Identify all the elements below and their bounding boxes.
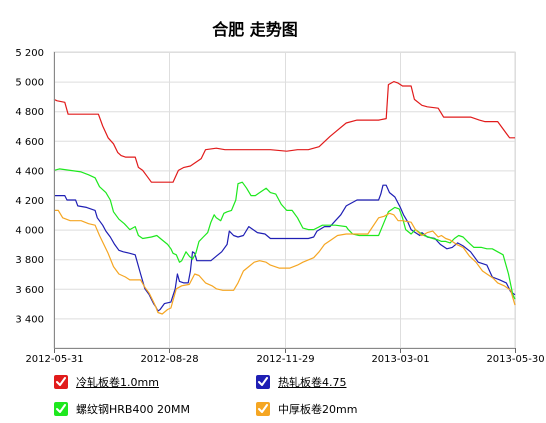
series-line-2	[53, 168, 516, 300]
y-tick-label: 4 600	[15, 137, 44, 148]
y-tick-label: 4 400	[15, 166, 44, 177]
series-lines	[53, 80, 516, 315]
legend-check-icon[interactable]	[256, 402, 270, 416]
legend-label[interactable]: 中厚板卷20mm	[278, 403, 358, 416]
x-tick-label: 2012-11-29	[256, 354, 314, 365]
checkmark-icon	[56, 404, 66, 413]
legend-item-cold-rolled[interactable]: 冷轧板卷1.0mm	[54, 374, 159, 390]
y-tick-label: 4 800	[15, 107, 44, 118]
y-tick-label: 3 800	[15, 255, 44, 266]
y-tick-label: 4 000	[15, 226, 44, 237]
legend-item-rebar[interactable]: 螺纹钢HRB400 20MM	[54, 401, 190, 417]
y-tick-label: 3 600	[15, 285, 44, 296]
legend-item-medium-plate[interactable]: 中厚板卷20mm	[256, 401, 357, 417]
y-tick-label: 3 400	[15, 314, 44, 325]
chart-title: 合肥 走势图	[212, 20, 298, 39]
x-tick-label: 2013-05-30	[486, 354, 544, 365]
y-tick-label: 4 200	[15, 196, 44, 207]
legend-label[interactable]: 冷轧板卷1.0mm	[76, 376, 159, 389]
y-tick-label: 5 000	[15, 78, 44, 89]
checkmark-icon	[56, 377, 66, 386]
axes: 3 400 3 600 3 800 4 000 4 200 4 400 4 600 4 800…	[15, 48, 544, 365]
series-line-0	[53, 80, 515, 183]
checkmark-icon	[258, 377, 268, 386]
legend-label[interactable]: 热轧板卷4.75	[278, 376, 347, 389]
legend-label[interactable]: 螺纹钢HRB400 20MM	[76, 403, 190, 416]
x-tick-label: 2012-05-31	[25, 354, 83, 365]
x-tick-label: 2012-08-28	[140, 354, 198, 365]
series-line-3	[54, 209, 516, 315]
y-tick-label: 5 200	[15, 48, 44, 59]
legend-item-hot-rolled[interactable]: 热轧板卷4.75	[256, 374, 347, 390]
x-tick-label: 2013-03-01	[371, 354, 429, 365]
grid	[53, 51, 516, 349]
legend-check-icon[interactable]	[256, 375, 270, 389]
checkmark-icon	[258, 404, 268, 413]
legend-check-icon[interactable]	[54, 402, 68, 416]
legend-check-icon[interactable]	[54, 375, 68, 389]
